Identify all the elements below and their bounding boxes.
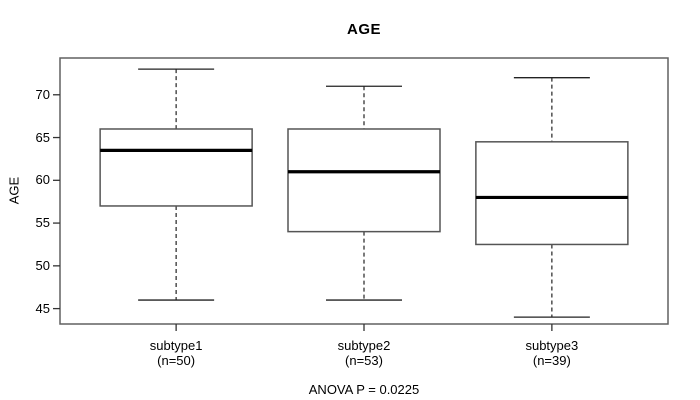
iqr-box-subtype3 bbox=[475, 141, 629, 246]
iqr-box-subtype2 bbox=[287, 128, 441, 233]
category-name: subtype1 bbox=[149, 338, 203, 353]
category-name: subtype3 bbox=[525, 338, 579, 353]
y-tick-label-70: 70 bbox=[35, 86, 50, 102]
y-tick-label-65: 65 bbox=[35, 129, 50, 145]
iqr-box-subtype1 bbox=[99, 128, 253, 207]
y-tick-label-50: 50 bbox=[35, 257, 50, 273]
category-n-count: (n=50) bbox=[157, 353, 196, 368]
chart-title: AGE bbox=[346, 21, 381, 38]
category-n-count: (n=39) bbox=[532, 353, 571, 368]
category-label-subtype1: subtype1 (n=50) bbox=[86, 338, 266, 368]
category-n-count: (n=53) bbox=[345, 353, 383, 368]
anova-annotation: ANOVA P = 0.0225 bbox=[308, 382, 420, 397]
y-tick-label-60: 60 bbox=[35, 172, 50, 188]
y-tick-label-45: 45 bbox=[35, 300, 50, 316]
category-name: subtype2 bbox=[337, 338, 391, 353]
y-axis-label: AGE bbox=[6, 176, 22, 205]
category-label-subtype3: subtype3 (n=39) bbox=[462, 338, 642, 368]
y-tick-label-55: 55 bbox=[35, 215, 50, 231]
category-label-subtype2: subtype2 (n=53) bbox=[274, 338, 454, 368]
